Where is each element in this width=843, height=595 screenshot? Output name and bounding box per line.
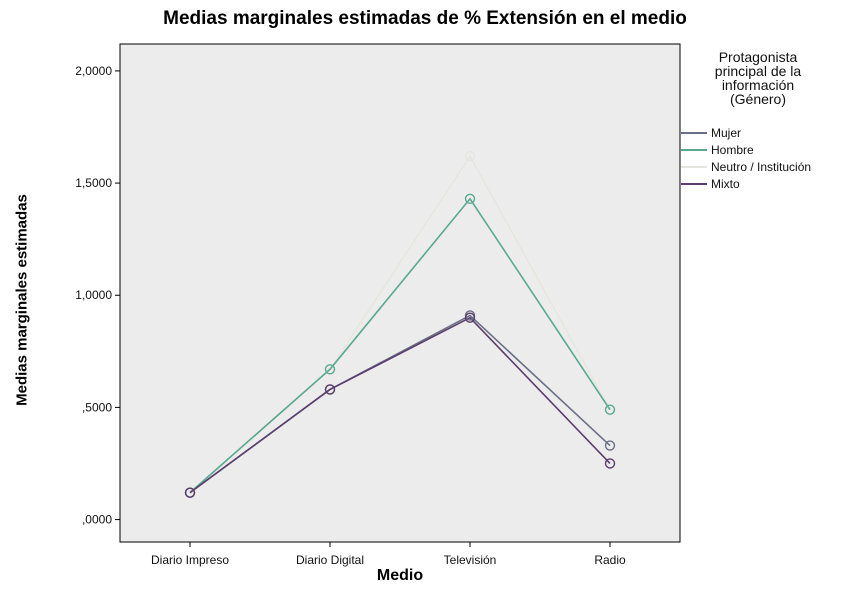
data-point — [464, 312, 476, 323]
chart-title: Medias marginales estimadas de % Extensi… — [163, 8, 687, 29]
x-tick-label: Radio — [594, 553, 626, 567]
legend: Mujer Hombre Neutro / Institución Mixto — [681, 124, 811, 192]
y-tick-label: 1,5000 — [75, 176, 112, 190]
data-point — [604, 458, 616, 469]
legend-label: Mujer — [711, 125, 742, 140]
y-axis-label: Medias marginales estimadas — [13, 194, 31, 406]
x-axis: Diario Impreso Diario Digital Televisión Ra… — [151, 542, 626, 567]
x-tick-label: Televisión — [444, 553, 497, 567]
x-tick-label: Diario Impreso — [151, 553, 229, 567]
data-point — [604, 404, 616, 415]
legend-title: Protagonista principal de la información… — [688, 50, 828, 106]
legend-item-hombre: Hombre — [681, 141, 811, 158]
y-axis: ,0000 ,5000 1,0000 1,5000 2,0000 — [75, 64, 120, 527]
legend-label: Hombre — [711, 142, 754, 157]
y-tick-label: 1,0000 — [75, 288, 112, 302]
data-point — [324, 384, 336, 395]
data-point — [324, 364, 336, 375]
series-layer — [184, 150, 616, 498]
legend-title-line: principal de la — [714, 63, 802, 79]
x-tick-label: Diario Digital — [296, 553, 364, 567]
legend-swatch — [681, 182, 707, 185]
series-line — [189, 316, 611, 494]
y-tick-label: 2,0000 — [75, 64, 112, 78]
legend-item-mujer: Mujer — [681, 124, 811, 141]
y-tick-label: ,0000 — [82, 513, 112, 527]
legend-label: Neutro / Institución — [711, 159, 812, 174]
data-point — [464, 150, 476, 162]
legend-title-line: (Género) — [729, 91, 787, 107]
data-point — [604, 440, 616, 451]
legend-title-line: Protagonista — [718, 49, 798, 65]
legend-swatch — [681, 148, 707, 151]
legend-swatch — [681, 131, 707, 134]
legend-item-neutro: Neutro / Institución — [681, 158, 811, 175]
y-tick-label: ,5000 — [82, 400, 112, 414]
x-axis-label: Medio — [376, 567, 424, 584]
legend-title-line: información — [721, 77, 795, 93]
legend-swatch — [681, 165, 707, 168]
plot-area — [119, 43, 681, 543]
data-point — [464, 193, 476, 204]
legend-label: Mixto — [711, 176, 740, 191]
data-point — [184, 487, 196, 498]
series-line — [189, 197, 611, 494]
legend-item-mixto: Mixto — [681, 175, 811, 192]
